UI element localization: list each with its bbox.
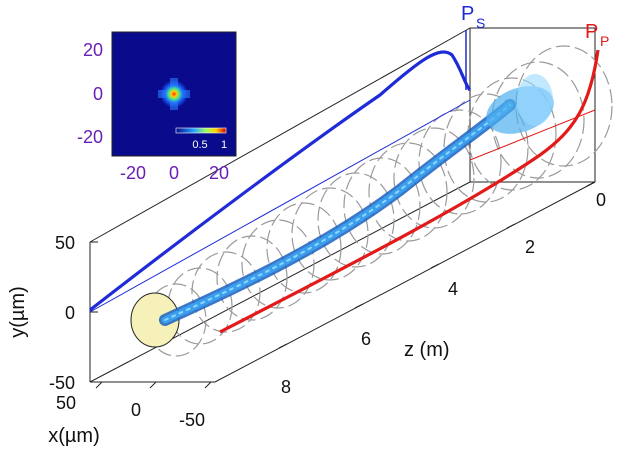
tick-marks (90, 181, 596, 389)
y-tick-neg50: -50 (49, 373, 75, 393)
pump-curve (219, 49, 600, 334)
colorbar-tick-05: 0.5 (192, 139, 207, 151)
y-axis-label: y(µm) (7, 286, 29, 338)
signal-curve (89, 50, 472, 312)
inset-spot (160, 80, 188, 108)
pump-label: P (585, 21, 598, 43)
signal-baseline (89, 99, 471, 313)
beam-filament (159, 74, 554, 326)
z-tick-8: 8 (281, 377, 291, 397)
x-tick-neg50: -50 (179, 410, 205, 430)
pump-baseline (469, 109, 596, 161)
pump-subscript: P (600, 33, 609, 49)
x-tick-50: 50 (56, 393, 76, 413)
signal-subscript: S (476, 15, 485, 31)
inset-x-tick-0: 0 (169, 163, 179, 183)
y-tick-0: 0 (65, 303, 75, 323)
signal-label: P (461, 3, 474, 25)
inset-x-tick-neg20: -20 (120, 163, 146, 183)
x-axis-label: x(µm) (48, 425, 100, 447)
z-tick-0: 0 (596, 190, 606, 210)
inset-y-tick-20: 20 (83, 40, 103, 60)
z-tick-2: 2 (525, 237, 535, 257)
inset-colorbar (175, 127, 227, 134)
inset-x-tick-20: 20 (209, 163, 229, 183)
y-tick-50: 50 (55, 233, 75, 253)
inset-y-tick-neg20: -20 (77, 127, 103, 147)
inset-y-tick-0: 0 (93, 84, 103, 104)
box-frame (89, 27, 596, 383)
z-tick-6: 6 (361, 329, 371, 349)
x-tick-0: 0 (131, 400, 141, 420)
z-axis-line (214, 181, 596, 383)
z-axis-label: z (m) (404, 339, 450, 361)
colorbar-tick-1: 1 (221, 139, 227, 151)
inset-beam-profile: 0.5 1 20 0 -20 -20 0 20 (77, 31, 237, 183)
top-back-edge (89, 27, 471, 243)
z-tick-4: 4 (448, 279, 458, 299)
